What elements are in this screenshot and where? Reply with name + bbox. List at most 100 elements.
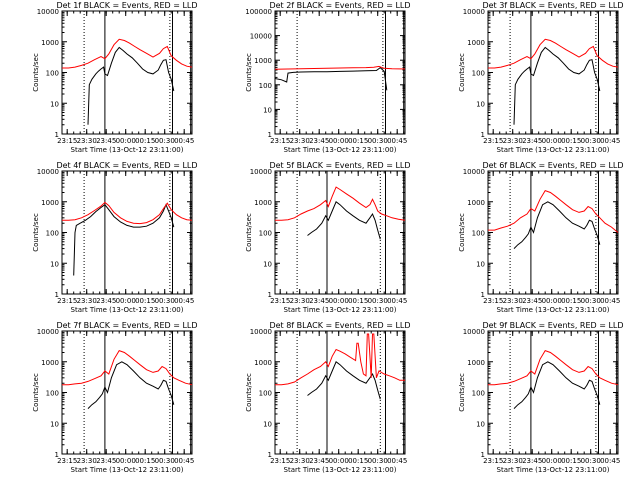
y-tick-label: 1000 bbox=[254, 359, 272, 367]
panel-4: Det 4f BLACK = Events, RED = LLD 1 10 100 10… bbox=[32, 161, 198, 314]
x-tick-label: 00:30 bbox=[155, 457, 175, 465]
x-tick-label: 23:30 bbox=[503, 457, 523, 465]
y-tick-label: 10000 bbox=[37, 328, 59, 336]
y-tick-label: 1 bbox=[481, 291, 485, 299]
series-events-line bbox=[307, 361, 381, 400]
y-tick-label: 1 bbox=[268, 291, 272, 299]
x-tick-label: 00:00 bbox=[116, 457, 136, 465]
x-tick-label: 00:30 bbox=[368, 137, 388, 145]
y-tick-label: 10000 bbox=[37, 168, 59, 176]
x-tick-label: 00:00 bbox=[116, 297, 136, 305]
x-tick-label: 00:00 bbox=[329, 457, 349, 465]
y-axis-label: Counts/sec bbox=[458, 213, 466, 252]
y-tick-label: 100 bbox=[46, 230, 59, 238]
x-tick-label: 00:45 bbox=[174, 137, 194, 145]
x-tick-label: 23:15 bbox=[270, 457, 290, 465]
panel-7: Det 7f BLACK = Events, RED = LLD 1 10 100 10… bbox=[32, 321, 198, 474]
x-tick-label: 23:45 bbox=[522, 457, 542, 465]
series-events-line bbox=[87, 361, 175, 409]
x-axis-label: Start Time (13-Oct-12 23:11:00) bbox=[71, 306, 184, 314]
y-tick-label: 10 bbox=[476, 260, 485, 268]
x-axis-label: Start Time (13-Oct-12 23:11:00) bbox=[284, 146, 397, 154]
series-events-line bbox=[307, 201, 381, 240]
y-tick-label: 100000 bbox=[245, 8, 272, 16]
x-tick-label: 23:45 bbox=[96, 137, 116, 145]
x-tick-label: 23:15 bbox=[270, 137, 290, 145]
x-tick-label: 00:45 bbox=[387, 297, 407, 305]
x-tick-label: 00:00 bbox=[542, 137, 562, 145]
panel-3: Det 3f BLACK = Events, RED = LLD 1 10 100 10… bbox=[458, 1, 624, 154]
y-tick-label: 100 bbox=[259, 230, 272, 238]
series-lld-line bbox=[274, 65, 406, 70]
y-tick-label: 10 bbox=[476, 100, 485, 108]
y-tick-label: 1 bbox=[55, 451, 59, 459]
series-lld-line bbox=[488, 349, 619, 386]
x-tick-label: 23:30 bbox=[77, 137, 97, 145]
y-tick-label: 1000 bbox=[467, 199, 485, 207]
series-events-line bbox=[513, 46, 601, 125]
panel-title: Det 9f BLACK = Events, RED = LLD bbox=[482, 321, 623, 330]
panel-2: Det 2f BLACK = Events, RED = LLD 1 10 100 10… bbox=[245, 1, 411, 154]
y-axis-label: Counts/sec bbox=[245, 373, 253, 412]
y-tick-label: 10000 bbox=[37, 8, 59, 16]
x-tick-label: 00:45 bbox=[174, 297, 194, 305]
y-tick-label: 1000 bbox=[254, 57, 272, 65]
x-tick-label: 00:45 bbox=[174, 457, 194, 465]
series-events-line bbox=[513, 361, 601, 409]
panel-title: Det 1f BLACK = Events, RED = LLD bbox=[56, 1, 197, 10]
y-tick-label: 1000 bbox=[467, 359, 485, 367]
y-tick-label: 10000 bbox=[250, 33, 272, 41]
x-tick-label: 00:00 bbox=[542, 297, 562, 305]
y-tick-label: 100 bbox=[259, 390, 272, 398]
series-lld-line bbox=[275, 333, 405, 386]
y-axis-label: Counts/sec bbox=[32, 53, 40, 92]
y-axis-label: Counts/sec bbox=[32, 373, 40, 412]
x-tick-label: 00:00 bbox=[116, 137, 136, 145]
x-tick-label: 23:30 bbox=[77, 457, 97, 465]
y-tick-label: 10 bbox=[50, 420, 59, 428]
y-axis-label: Counts/sec bbox=[458, 53, 466, 92]
y-axis-label: Counts/sec bbox=[245, 213, 253, 252]
x-tick-label: 23:45 bbox=[309, 457, 329, 465]
x-tick-label: 23:15 bbox=[57, 457, 77, 465]
y-tick-label: 100 bbox=[472, 390, 485, 398]
y-tick-label: 10 bbox=[50, 260, 59, 268]
series-lld-line bbox=[275, 186, 406, 221]
x-tick-label: 23:45 bbox=[96, 297, 116, 305]
y-tick-label: 100 bbox=[472, 70, 485, 78]
y-tick-label: 10 bbox=[476, 420, 485, 428]
x-tick-label: 00:45 bbox=[600, 297, 620, 305]
panel-title: Det 7f BLACK = Events, RED = LLD bbox=[56, 321, 197, 330]
x-tick-label: 00:15 bbox=[135, 137, 155, 145]
panel-9: Det 9f BLACK = Events, RED = LLD 1 10 100 10… bbox=[458, 321, 624, 474]
y-tick-label: 10000 bbox=[463, 168, 485, 176]
x-tick-label: 00:00 bbox=[542, 457, 562, 465]
y-tick-label: 10 bbox=[263, 260, 272, 268]
x-axis-label: Start Time (13-Oct-12 23:11:00) bbox=[497, 146, 610, 154]
x-tick-label: 23:30 bbox=[503, 297, 523, 305]
series-events-line bbox=[73, 203, 175, 276]
x-tick-label: 00:30 bbox=[581, 457, 601, 465]
x-tick-label: 23:45 bbox=[309, 297, 329, 305]
x-tick-label: 00:30 bbox=[368, 457, 388, 465]
x-axis-label: Start Time (13-Oct-12 23:11:00) bbox=[71, 466, 184, 474]
x-tick-label: 23:15 bbox=[483, 457, 503, 465]
x-tick-label: 23:15 bbox=[57, 297, 77, 305]
y-tick-label: 1 bbox=[55, 131, 59, 139]
x-tick-label: 00:15 bbox=[561, 297, 581, 305]
y-tick-label: 10 bbox=[263, 106, 272, 114]
x-tick-label: 00:30 bbox=[581, 297, 601, 305]
y-tick-label: 100 bbox=[46, 390, 59, 398]
y-tick-label: 1 bbox=[481, 131, 485, 139]
x-tick-label: 00:45 bbox=[387, 137, 407, 145]
panel-title: Det 2f BLACK = Events, RED = LLD bbox=[269, 1, 410, 10]
y-axis-label: Counts/sec bbox=[458, 373, 466, 412]
panel-1: Det 1f BLACK = Events, RED = LLD 1 10 100 10… bbox=[32, 1, 198, 154]
y-tick-label: 10000 bbox=[463, 8, 485, 16]
panel-title: Det 4f BLACK = Events, RED = LLD bbox=[56, 161, 197, 170]
y-tick-label: 1 bbox=[268, 451, 272, 459]
series-lld-line bbox=[62, 38, 193, 69]
x-tick-label: 00:00 bbox=[329, 137, 349, 145]
panel-8: Det 8f BLACK = Events, RED = LLD 1 10 100 10… bbox=[245, 321, 411, 474]
